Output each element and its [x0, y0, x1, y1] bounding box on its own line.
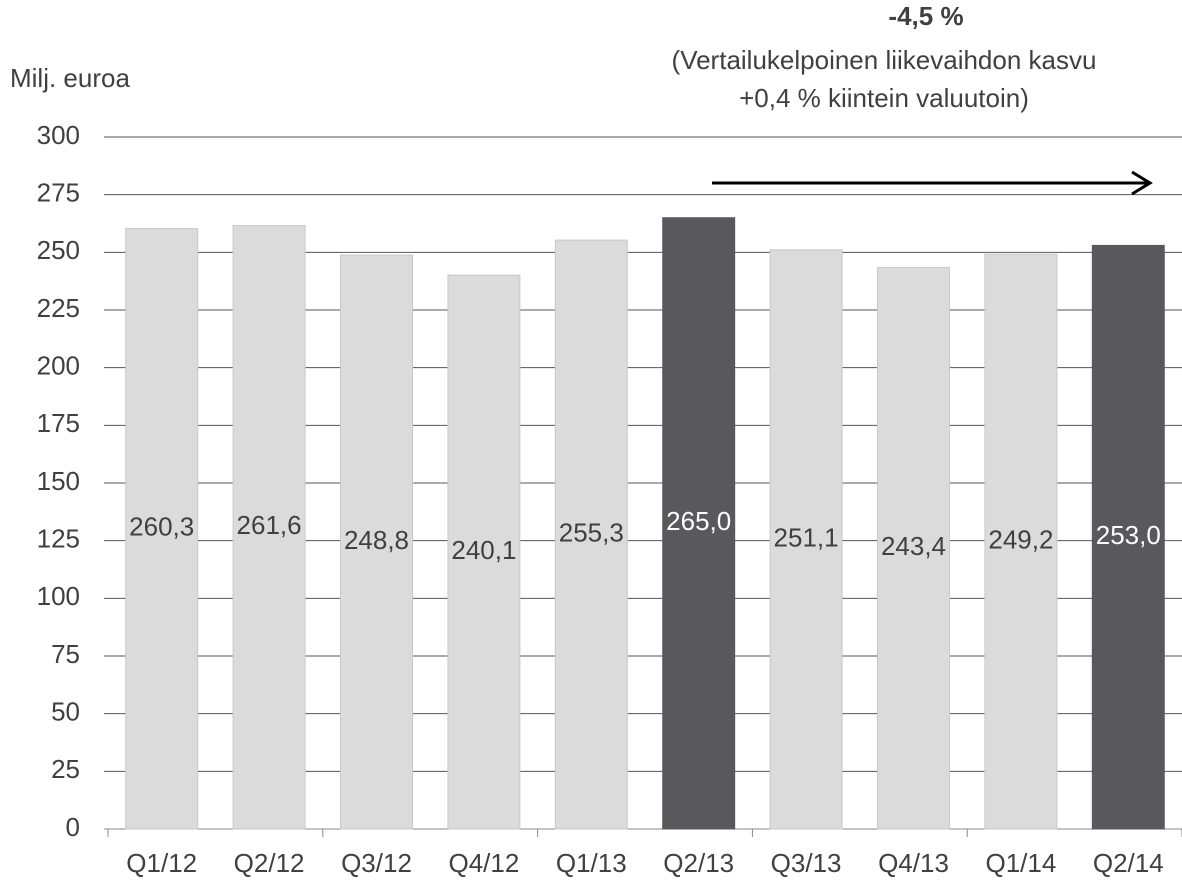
- bar: [232, 225, 306, 830]
- value-label: 265,0: [666, 506, 731, 536]
- bar: [340, 254, 413, 830]
- x-tick-label: Q3/12: [341, 848, 412, 878]
- x-tick-label: Q2/14: [1093, 848, 1164, 878]
- y-tick-label: 75: [51, 639, 80, 669]
- bar: [662, 217, 736, 830]
- value-label: 243,4: [881, 531, 946, 561]
- y-tick-label: 225: [37, 293, 80, 323]
- annotation-line: (Vertailukelpoinen liikevaihdon kasvu: [672, 45, 1097, 75]
- bar: [447, 274, 521, 830]
- bar: [1091, 244, 1165, 830]
- x-tick-label: Q4/13: [878, 848, 949, 878]
- arrow-head: [1131, 170, 1153, 196]
- x-tick-label: Q2/13: [663, 848, 734, 878]
- x-tick-label: Q1/13: [556, 848, 627, 878]
- y-tick-label: 150: [37, 466, 80, 496]
- value-label: 248,8: [344, 525, 409, 555]
- y-tick-label: 125: [37, 524, 80, 554]
- value-label: 249,2: [988, 524, 1053, 554]
- x-tick-label: Q1/12: [126, 848, 197, 878]
- y-tick-label: 100: [37, 581, 80, 611]
- bar: [554, 239, 628, 830]
- y-axis-label: Milj. euroa: [10, 63, 130, 93]
- x-tick-label: Q3/13: [771, 848, 842, 878]
- x-tick-label: Q2/12: [234, 848, 305, 878]
- y-tick-label: 0: [66, 812, 80, 842]
- y-tick-label: 175: [37, 408, 80, 438]
- y-tick-label: 50: [51, 697, 80, 727]
- bar: [984, 253, 1058, 830]
- value-label: 240,1: [451, 535, 516, 565]
- value-label: 255,3: [559, 517, 624, 547]
- y-tick-label: 275: [37, 178, 80, 208]
- annotation-line: +0,4 % kiintein valuutoin): [739, 83, 1029, 113]
- bar: [125, 228, 199, 830]
- bar: [877, 267, 950, 830]
- bar: [769, 249, 843, 830]
- value-label: 261,6: [237, 510, 302, 540]
- value-label: 253,0: [1096, 520, 1161, 550]
- x-tick-label: Q4/12: [448, 848, 519, 878]
- annotation-title: -4,5 %: [888, 1, 963, 31]
- value-label: 251,1: [774, 522, 839, 552]
- y-tick-label: 250: [37, 235, 80, 265]
- y-tick-label: 25: [51, 754, 80, 784]
- y-tick-label: 300: [37, 120, 80, 150]
- x-tick-label: Q1/14: [985, 848, 1056, 878]
- value-label: 260,3: [129, 512, 194, 542]
- y-tick-label: 200: [37, 351, 80, 381]
